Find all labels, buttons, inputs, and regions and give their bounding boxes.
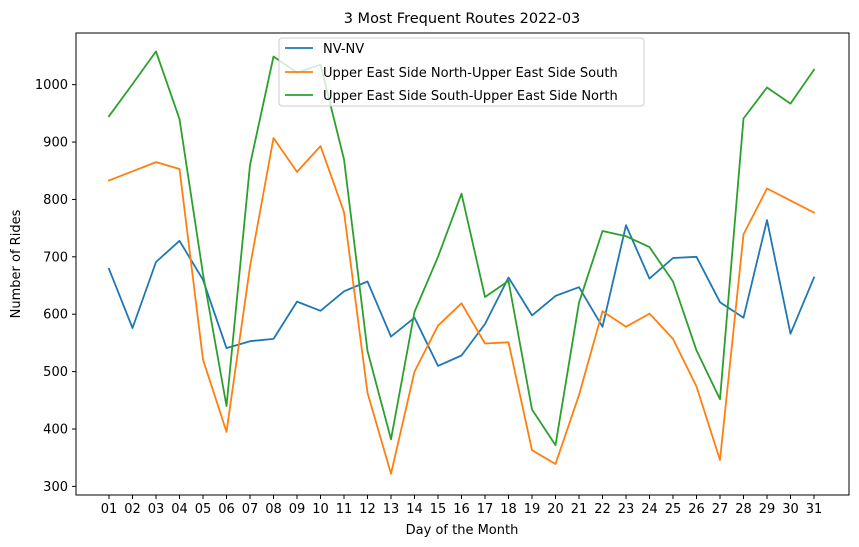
y-tick-label: 500 — [43, 365, 68, 380]
x-tick-label: 16 — [453, 502, 470, 517]
x-tick-label: 04 — [171, 502, 188, 517]
legend-label-0: NV-NV — [323, 42, 364, 57]
x-tick-label: 10 — [312, 502, 329, 517]
x-tick-label: 17 — [477, 502, 494, 517]
y-tick-label: 800 — [43, 193, 68, 208]
x-tick-label: 19 — [524, 502, 541, 517]
x-tick-label: 08 — [265, 502, 282, 517]
series-line-1 — [107, 137, 816, 475]
y-tick-label: 300 — [43, 480, 68, 495]
x-axis-label: Day of the Month — [406, 523, 519, 538]
x-tick-label: 02 — [124, 502, 141, 517]
x-tick-label: 14 — [406, 502, 423, 517]
y-tick-label: 400 — [43, 423, 68, 438]
x-tick-label: 18 — [500, 502, 517, 517]
x-tick-label: 11 — [336, 502, 353, 517]
x-tick-label: 20 — [547, 502, 564, 517]
x-tick-label: 31 — [806, 502, 823, 517]
series-line-0 — [107, 219, 816, 367]
x-tick-label: 30 — [782, 502, 799, 517]
legend: NV-NV Upper East Side North-Upper East S… — [278, 37, 645, 107]
y-tick-label: 700 — [43, 250, 68, 265]
x-tick-label: 01 — [101, 502, 118, 517]
legend-label-2: Upper East Side South-Upper East Side No… — [323, 89, 618, 104]
plot-area — [75, 32, 850, 496]
x-tick-label: 26 — [688, 502, 705, 517]
y-tick-label: 1000 — [35, 78, 68, 93]
y-axis-label: Number of Rides — [9, 209, 24, 318]
legend-box — [278, 37, 645, 107]
x-tick-label: 05 — [195, 502, 212, 517]
x-tick-label: 09 — [289, 502, 306, 517]
x-tick-label: 07 — [242, 502, 259, 517]
y-tick-label: 900 — [43, 136, 68, 151]
y-tick-label: 600 — [43, 308, 68, 323]
x-tick-label: 21 — [571, 502, 588, 517]
legend-label-1: Upper East Side North-Upper East Side So… — [323, 66, 618, 81]
series-lines — [107, 50, 816, 475]
x-tick-label: 23 — [618, 502, 635, 517]
x-tick-label: 15 — [430, 502, 447, 517]
y-axis: 300 400 500 600 700 800 900 1000 — [35, 78, 76, 495]
x-tick-label: 28 — [735, 502, 752, 517]
x-tick-label: 12 — [359, 502, 376, 517]
x-tick-label: 13 — [383, 502, 400, 517]
x-tick-label: 22 — [594, 502, 611, 517]
x-tick-label: 25 — [665, 502, 682, 517]
x-tick-label: 29 — [759, 502, 776, 517]
x-tick-label: 24 — [641, 502, 658, 517]
chart-title: 3 Most Frequent Routes 2022-03 — [344, 11, 581, 27]
x-tick-label: 06 — [218, 502, 235, 517]
x-axis: 01 02 03 04 05 06 07 08 09 10 11 12 13 14 15 16 17 18 19 20… — [101, 495, 823, 517]
x-tick-label: 03 — [148, 502, 165, 517]
x-tick-label: 27 — [712, 502, 729, 517]
series-line-2 — [107, 50, 816, 447]
